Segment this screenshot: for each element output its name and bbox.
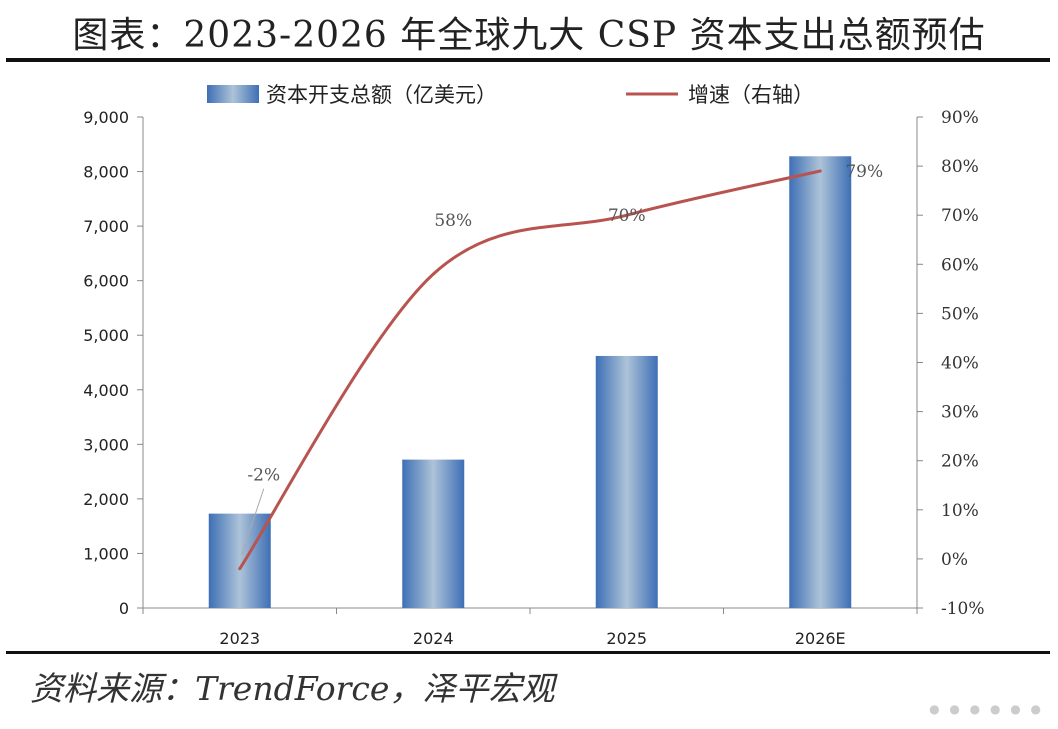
right-tick-label: 60% [941, 255, 979, 275]
x-tick-label: 2025 [606, 629, 647, 648]
bars [208, 156, 852, 608]
bottom-divider [6, 651, 1050, 654]
growth-point-2024 [431, 272, 435, 276]
bar-2026E [789, 156, 852, 608]
legend-bar-label: 资本开支总额（亿美元） [266, 83, 497, 107]
top-divider [6, 58, 1050, 62]
growth-data-label: 58% [434, 211, 472, 231]
right-tick-label: 80% [941, 157, 979, 177]
x-tick-label: 2026E [795, 629, 846, 648]
growth-line [238, 169, 821, 570]
right-tick-label: 30% [941, 403, 979, 423]
right-tick-label: 20% [941, 452, 979, 472]
right-tick-label: 70% [941, 206, 979, 226]
legend: 资本开支总额（亿美元） 增速（右轴） [207, 83, 814, 107]
growth-point-2023 [238, 567, 242, 571]
left-tick-label: 0 [119, 599, 129, 618]
left-tick-label: 9,000 [83, 108, 129, 127]
right-tick-label: 90% [941, 108, 979, 128]
left-tick-label: 8,000 [83, 163, 129, 182]
legend-bar-swatch [207, 85, 259, 103]
label-leader-line [241, 488, 265, 555]
chart-title: 图表：2023-2026 年全球九大 CSP 资本支出总额预估 [72, 15, 986, 56]
growth-point-2026E [818, 169, 822, 173]
left-tick-label: 5,000 [83, 326, 129, 345]
right-tick-label: 0% [941, 550, 968, 570]
right-tick-label: 50% [941, 304, 979, 324]
legend-line-label: 增速（右轴） [688, 83, 814, 107]
growth-point-2025 [625, 213, 629, 217]
x-tick-label: 2023 [219, 629, 260, 648]
more-dots: ● ● ● ● ● ● [929, 702, 1044, 716]
data-labels: -2% 58% 70% 79% [241, 162, 883, 555]
growth-data-label: 79% [845, 162, 883, 182]
right-tick-label: 10% [941, 501, 979, 521]
axes: 0 1,000 2,000 3,000 4,000 5,000 6,000 7,000 8,00… [83, 108, 984, 648]
x-tick-label: 2024 [413, 629, 454, 648]
growth-data-label: 70% [608, 206, 646, 226]
bar-2025 [595, 355, 658, 608]
left-tick-label: 4,000 [83, 381, 129, 400]
right-tick-label: 40% [941, 354, 979, 374]
right-tick-label: -10% [941, 599, 985, 619]
bar-2024 [402, 459, 465, 608]
source-note: 资料来源：TrendForce，泽平宏观 [30, 669, 555, 708]
growth-data-label: -2% [247, 466, 280, 486]
bar-2023 [208, 513, 271, 608]
left-tick-label: 7,000 [83, 217, 129, 236]
left-tick-label: 6,000 [83, 272, 129, 291]
left-tick-label: 3,000 [83, 435, 129, 454]
growth-line-layer [238, 169, 822, 571]
left-tick-label: 2,000 [83, 490, 129, 509]
left-tick-label: 1,000 [83, 544, 129, 563]
